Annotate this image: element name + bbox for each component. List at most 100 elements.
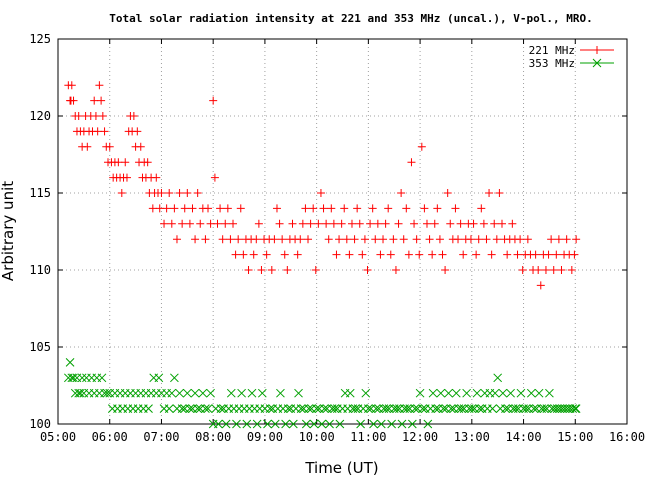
data-point (503, 250, 512, 259)
data-point (221, 219, 230, 228)
x-tick-label: 06:00 (92, 430, 128, 444)
data-point (402, 404, 412, 413)
y-tick-label: 100 (29, 417, 51, 431)
series-353 (63, 358, 581, 429)
data-point (191, 235, 200, 244)
data-point (267, 266, 276, 274)
data-point (495, 189, 504, 197)
data-point (175, 388, 184, 398)
data-point (444, 388, 453, 398)
data-point (320, 404, 329, 413)
data-point (152, 173, 161, 182)
data-point (170, 204, 179, 213)
data-point (417, 142, 426, 151)
data-point (236, 204, 245, 213)
data-point (77, 373, 87, 383)
data-point (206, 388, 215, 398)
data-point (204, 204, 213, 213)
data-point (175, 189, 184, 197)
y-tick-label: 105 (29, 340, 51, 354)
data-point (298, 219, 307, 228)
data-point (276, 388, 285, 398)
data-point (254, 219, 263, 228)
data-point (193, 189, 202, 197)
data-point (446, 219, 455, 228)
data-point (309, 419, 319, 429)
data-point (399, 235, 408, 244)
grid (58, 39, 627, 424)
data-point (462, 388, 471, 398)
data-point (423, 419, 433, 429)
data-point (133, 127, 142, 136)
data-point (249, 250, 258, 259)
data-point (361, 388, 371, 398)
data-point (183, 189, 192, 197)
data-point (226, 388, 236, 398)
data-point (193, 404, 203, 413)
data-point (371, 404, 381, 413)
data-point (167, 219, 176, 228)
data-point (415, 388, 425, 398)
data-point (330, 404, 340, 413)
data-point (117, 189, 126, 197)
data-point (335, 419, 345, 429)
data-point (567, 266, 576, 274)
data-point (143, 158, 152, 167)
data-point (162, 204, 171, 213)
data-point (293, 250, 302, 259)
data-point (425, 235, 434, 244)
x-axis-label: Time (UT) (304, 459, 378, 477)
data-point (263, 419, 272, 429)
legend-label: 353 MHz (529, 57, 575, 70)
data-point (435, 235, 444, 244)
chart-title: Total solar radiation intensity at 221 a… (109, 12, 592, 25)
data-point (342, 235, 351, 244)
data-point (337, 219, 346, 228)
data-point (477, 204, 486, 213)
data-point (518, 266, 527, 274)
data-point (257, 266, 266, 274)
series-221 (64, 81, 581, 290)
data-point (410, 404, 420, 413)
data-point (289, 419, 298, 429)
data-point (387, 419, 396, 429)
x-tick-label: 10:00 (299, 430, 335, 444)
data-point (436, 388, 446, 398)
legend-label: 221 MHz (529, 44, 575, 57)
data-point (479, 219, 488, 228)
data-point (451, 204, 460, 213)
data-point (144, 404, 153, 413)
data-point (301, 419, 311, 429)
data-point (319, 204, 328, 213)
data-point (526, 388, 536, 398)
data-point (428, 388, 438, 398)
x-tick-label: 09:00 (247, 430, 283, 444)
data-point (521, 404, 531, 413)
data-point (351, 404, 360, 413)
x-tick-label: 08:00 (195, 430, 231, 444)
data-point (325, 419, 334, 429)
data-point (185, 219, 194, 228)
data-point (247, 388, 257, 398)
data-point (549, 266, 558, 274)
data-point (443, 189, 452, 197)
data-point (545, 388, 554, 398)
x-tick-label: 13:00 (454, 430, 490, 444)
data-point (97, 373, 107, 383)
data-point (296, 404, 306, 413)
data-point (386, 250, 395, 259)
data-point (201, 404, 210, 413)
data-point (391, 266, 400, 274)
data-point (239, 250, 248, 259)
data-point (562, 235, 571, 244)
data-point (226, 235, 235, 244)
data-point (345, 250, 354, 259)
data-point (234, 235, 243, 244)
data-point (95, 81, 104, 90)
data-point (178, 219, 187, 228)
data-point (67, 81, 76, 90)
data-point (557, 266, 566, 274)
data-point (312, 404, 321, 413)
data-point (198, 388, 208, 398)
data-point (114, 158, 123, 167)
